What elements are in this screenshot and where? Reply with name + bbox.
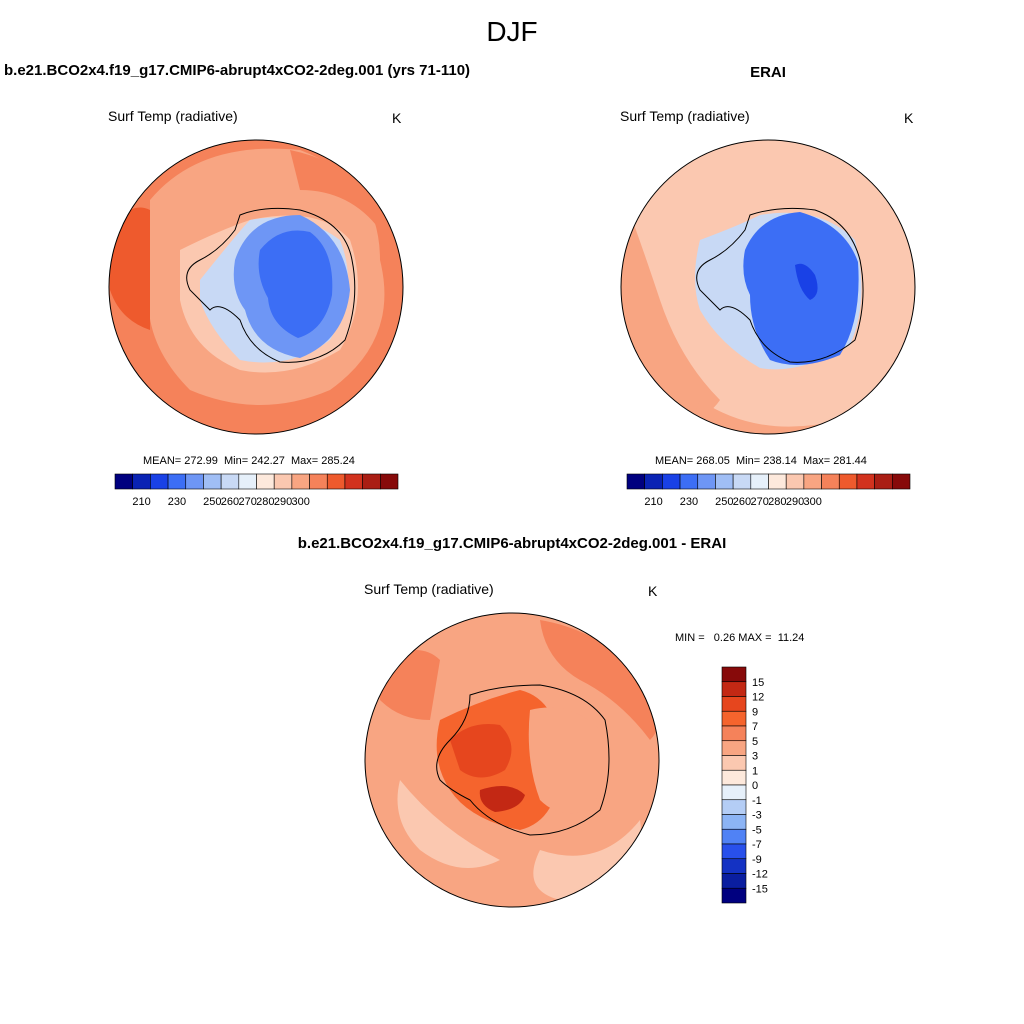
panel-2-colorbar-swatch bbox=[785, 473, 805, 490]
panel-3-colorbar-tick-label: 12 bbox=[752, 692, 764, 704]
panel-1-colorbar-swatch bbox=[291, 473, 310, 490]
panel-1-colorbar-swatch bbox=[167, 473, 187, 490]
panel-1-colorbar-tick-label: 280 bbox=[256, 496, 274, 508]
panel-3-colorbar-tick-label: -9 bbox=[752, 854, 762, 866]
panel-3-colorbar-tick-label: 0 bbox=[752, 780, 758, 792]
panel-1-colorbar-swatch bbox=[380, 473, 399, 490]
panel-2-colorbar-tick-label: 270 bbox=[750, 496, 768, 508]
panel-3-colorbar-swatch bbox=[721, 843, 747, 860]
panel-1-map bbox=[108, 139, 404, 435]
panel-1-variable: Surf Temp (radiative) bbox=[108, 108, 238, 124]
panel-3-colorbar-tick-label: -1 bbox=[752, 795, 762, 807]
panel-2-colorbar-swatch bbox=[750, 473, 769, 490]
panel-1-stats: MEAN= 272.99 Min= 242.27 Max= 285.24 bbox=[143, 455, 355, 467]
panel-2-colorbar: 210 230 250 260 270 280 290 300 bbox=[626, 473, 911, 508]
panel-3-colorbar-swatch bbox=[721, 799, 747, 815]
panel-2-title: ERAI bbox=[750, 64, 786, 81]
panel-3-units: K bbox=[648, 583, 658, 599]
panel-3-colorbar-swatch bbox=[721, 784, 747, 801]
panel-3-colorbar-swatch bbox=[721, 725, 747, 742]
panel-1-colorbar-swatch bbox=[273, 473, 293, 490]
panel-2-units: K bbox=[904, 110, 914, 126]
panel-2-colorbar-tick-label: 210 bbox=[644, 496, 662, 508]
panel-1-colorbar-swatch bbox=[344, 473, 363, 490]
panel-3-colorbar-swatch bbox=[721, 740, 747, 756]
panel-3-colorbar-tick-label: -12 bbox=[752, 869, 768, 881]
panel-3-map bbox=[364, 612, 660, 908]
panel-2-colorbar-swatch bbox=[644, 473, 663, 490]
panel-1-colorbar-swatch bbox=[185, 473, 204, 490]
panel-3-colorbar-swatch bbox=[721, 769, 747, 786]
panel-2-colorbar-swatch bbox=[838, 473, 858, 490]
panel-2-colorbar-swatch bbox=[768, 473, 787, 490]
panel-3-title: b.e21.BCO2x4.f19_g17.CMIP6-abrupt4xCO2-2… bbox=[297, 535, 727, 552]
panel-2-colorbar-tick-label: 250 bbox=[715, 496, 733, 508]
panel-3-stats: MIN = 0.26 MAX = 11.24 bbox=[675, 632, 805, 644]
panel-3-colorbar: 15 12 9 7 5 3 1 0 -1 -3 -5 -7 -9 -12 -15 bbox=[721, 666, 768, 904]
panel-3-colorbar-tick-label: 15 bbox=[752, 677, 764, 689]
panel-3-colorbar-tick-label: -3 bbox=[752, 810, 762, 822]
panel-2-colorbar-tick-label: 260 bbox=[733, 496, 751, 508]
panel-3-colorbar-swatch bbox=[721, 666, 747, 683]
panel-3-variable: Surf Temp (radiative) bbox=[364, 581, 494, 597]
panel-3-colorbar-tick-label: 1 bbox=[752, 765, 758, 777]
panel-1-colorbar-swatch bbox=[150, 473, 169, 490]
panel-1-colorbar-tick-label: 270 bbox=[238, 496, 256, 508]
panel-2-colorbar-swatch bbox=[821, 473, 840, 490]
panel-3-colorbar-swatch bbox=[721, 887, 747, 904]
panel-1-colorbar-swatch bbox=[238, 473, 257, 490]
panel-2-colorbar-swatch bbox=[892, 473, 911, 490]
panel-2-colorbar-swatch bbox=[856, 473, 875, 490]
panel-1-colorbar-swatch bbox=[326, 473, 346, 490]
panel-2-colorbar-tick-label: 300 bbox=[804, 496, 822, 508]
panel-2-colorbar-swatch bbox=[803, 473, 822, 490]
panel-1-units: K bbox=[392, 110, 402, 126]
panel-2-colorbar-swatch bbox=[732, 473, 752, 490]
panel-3-colorbar-swatch bbox=[721, 696, 747, 712]
panel-3-colorbar-swatch bbox=[721, 755, 747, 771]
panel-2-colorbar-tick-label: 280 bbox=[768, 496, 786, 508]
panel-2-map bbox=[620, 139, 916, 435]
panel-1-colorbar-tick-label: 260 bbox=[221, 496, 239, 508]
panel-2-colorbar-swatch bbox=[626, 473, 645, 490]
panel-1-colorbar-tick-label: 250 bbox=[203, 496, 221, 508]
panel-1-colorbar-swatch bbox=[220, 473, 240, 490]
panel-3-colorbar-tick-label: -7 bbox=[752, 839, 762, 851]
panel-3-colorbar-tick-label: 9 bbox=[752, 706, 758, 718]
panel-3-colorbar-swatch bbox=[721, 873, 747, 889]
panel-3-colorbar-swatch bbox=[721, 814, 747, 830]
panel-2-stats: MEAN= 268.05 Min= 238.14 Max= 281.44 bbox=[655, 455, 867, 467]
figure-title: DJF bbox=[486, 16, 538, 47]
panel-1-title: b.e21.BCO2x4.f19_g17.CMIP6-abrupt4xCO2-2… bbox=[4, 62, 471, 79]
panel-3-colorbar-swatch bbox=[721, 858, 747, 874]
panel-1-colorbar-swatch bbox=[132, 473, 151, 490]
panel-1-colorbar-swatch bbox=[203, 473, 222, 490]
panel-1-colorbar-swatch bbox=[256, 473, 275, 490]
panel-3-colorbar-tick-label: -15 bbox=[752, 883, 768, 895]
panel-1-colorbar-tick-label: 210 bbox=[132, 496, 150, 508]
panel-2-colorbar-swatch bbox=[679, 473, 699, 490]
panel-1-colorbar-tick-label: 230 bbox=[168, 496, 186, 508]
panel-1-colorbar: 210 230 250 260 270 280 290 300 bbox=[114, 473, 399, 508]
panel-1-colorbar-tick-label: 300 bbox=[292, 496, 310, 508]
panel-2-colorbar-swatch bbox=[697, 473, 716, 490]
panel-3-colorbar-swatch bbox=[721, 681, 747, 697]
panel-2-variable: Surf Temp (radiative) bbox=[620, 108, 750, 124]
panel-3-colorbar-swatch bbox=[721, 828, 747, 845]
panel-1-colorbar-swatch bbox=[362, 473, 381, 490]
panel-3-colorbar-swatch bbox=[721, 710, 747, 727]
panel-1-colorbar-tick-label: 290 bbox=[274, 496, 292, 508]
panel-2-colorbar-swatch bbox=[715, 473, 734, 490]
panel-3-colorbar-tick-label: 5 bbox=[752, 736, 758, 748]
panel-1-colorbar-swatch bbox=[309, 473, 328, 490]
panel-2-colorbar-swatch bbox=[874, 473, 893, 490]
panel-1-colorbar-swatch bbox=[114, 473, 133, 490]
panel-3-colorbar-tick-label: -5 bbox=[752, 824, 762, 836]
panel-2-colorbar-swatch bbox=[662, 473, 681, 490]
panel-2-colorbar-tick-label: 230 bbox=[680, 496, 698, 508]
panel-2-colorbar-tick-label: 290 bbox=[786, 496, 804, 508]
panel-3-colorbar-tick-label: 7 bbox=[752, 721, 758, 733]
panel-3-colorbar-tick-label: 3 bbox=[752, 751, 758, 763]
